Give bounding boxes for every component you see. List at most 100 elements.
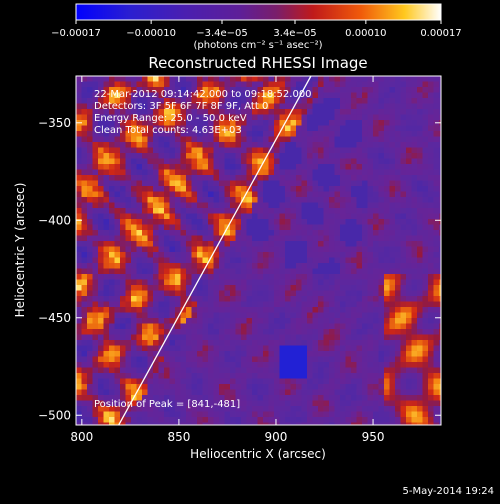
heatmap-cell xyxy=(230,373,236,379)
heatmap-cell xyxy=(274,219,280,225)
heatmap-cell xyxy=(257,92,264,99)
heatmap-cell xyxy=(400,202,407,209)
heatmap-cell xyxy=(345,191,352,198)
heatmap-cell xyxy=(268,395,275,401)
heatmap-cell xyxy=(202,307,209,313)
heatmap-cell xyxy=(268,125,275,132)
heatmap-cell xyxy=(175,373,181,379)
heatmap-cell xyxy=(428,252,434,258)
heatmap-cell xyxy=(186,285,192,291)
heatmap-cell xyxy=(131,164,137,170)
heatmap-cell xyxy=(411,131,418,137)
heatmap-cell xyxy=(142,257,148,264)
heatmap-cell xyxy=(263,142,269,148)
heatmap-cell xyxy=(191,406,198,412)
heatmap-cell xyxy=(158,274,165,280)
heatmap-cell xyxy=(257,136,264,143)
heatmap-cell xyxy=(109,301,115,308)
heatmap-cell xyxy=(428,263,434,269)
heatmap-cell xyxy=(131,142,137,148)
heatmap-cell xyxy=(307,274,313,280)
heatmap-cell xyxy=(340,290,346,297)
heatmap-cell xyxy=(329,417,335,423)
heatmap-cell xyxy=(307,362,313,368)
heatmap-cell xyxy=(301,290,308,297)
heatmap-cell xyxy=(362,235,368,242)
heatmap-cell xyxy=(208,367,214,374)
heatmap-cell xyxy=(197,356,203,363)
heatmap-cell xyxy=(389,180,396,187)
heatmap-cell xyxy=(164,230,170,236)
heatmap-cell xyxy=(219,114,225,121)
heatmap-cell xyxy=(147,103,154,110)
heatmap-cell xyxy=(76,356,82,363)
heatmap-cell xyxy=(186,312,192,319)
heatmap-cell xyxy=(400,153,407,159)
heatmap-cell xyxy=(268,378,275,385)
heatmap-cell xyxy=(285,340,291,346)
heatmap-cell xyxy=(125,246,132,253)
heatmap-cell xyxy=(384,252,390,258)
heatmap-cell xyxy=(213,329,220,335)
heatmap-cell xyxy=(334,98,341,104)
heatmap-cell xyxy=(131,131,137,137)
heatmap-cell xyxy=(268,296,275,302)
heatmap-cell xyxy=(158,384,165,390)
heatmap-cell xyxy=(224,202,231,209)
heatmap-cell xyxy=(219,296,225,302)
heatmap-cell xyxy=(318,411,324,418)
heatmap-cell xyxy=(400,340,407,346)
heatmap-cell xyxy=(98,263,104,269)
heatmap-cell xyxy=(186,219,192,225)
heatmap-cell xyxy=(191,301,198,308)
heatmap-cell xyxy=(131,301,137,308)
heatmap-cell xyxy=(202,268,209,275)
heatmap-cell xyxy=(175,202,181,209)
heatmap-cell xyxy=(384,219,390,225)
heatmap-cell xyxy=(268,180,275,187)
heatmap-cell xyxy=(373,384,379,390)
heatmap-cell xyxy=(235,279,242,286)
heatmap-cell xyxy=(252,76,258,82)
heatmap-cell xyxy=(362,125,368,132)
heatmap-cell xyxy=(120,142,126,148)
heatmap-cell xyxy=(367,213,374,220)
heatmap-cell xyxy=(235,351,242,357)
heatmap-cell xyxy=(340,191,346,198)
heatmap-cell xyxy=(417,125,423,132)
heatmap-cell xyxy=(109,323,115,330)
heatmap-cell xyxy=(263,230,269,236)
heatmap-cell xyxy=(279,114,286,121)
heatmap-cell xyxy=(389,224,396,231)
heatmap-cell xyxy=(197,109,203,115)
heatmap-cell xyxy=(312,92,319,99)
heatmap-cell xyxy=(230,246,236,253)
heatmap-cell xyxy=(384,389,390,396)
heatmap-cell xyxy=(307,252,313,258)
heatmap-cell xyxy=(340,411,346,418)
heatmap-cell xyxy=(340,279,346,286)
heatmap-cell xyxy=(285,362,291,368)
heatmap-cell xyxy=(213,120,220,126)
heatmap-cell xyxy=(422,395,429,401)
heatmap-cell xyxy=(351,109,357,115)
heatmap-cell xyxy=(351,186,357,192)
heatmap-cell xyxy=(400,257,407,264)
heatmap-cell xyxy=(411,290,418,297)
heatmap-cell xyxy=(417,323,423,330)
heatmap-cell xyxy=(312,285,319,291)
heatmap-cell xyxy=(208,235,214,242)
heatmap-cell xyxy=(351,301,357,308)
heatmap-cell xyxy=(389,367,396,374)
heatmap-cell xyxy=(389,263,396,269)
heatmap-cell xyxy=(307,186,313,192)
heatmap-cell xyxy=(81,213,88,220)
heatmap-cell xyxy=(307,81,313,88)
heatmap-cell xyxy=(417,230,423,236)
heatmap-cell xyxy=(439,323,441,330)
heatmap-cell xyxy=(279,180,286,187)
heatmap-cell xyxy=(120,378,126,385)
heatmap-cell xyxy=(257,345,264,352)
heatmap-cell xyxy=(142,125,148,132)
heatmap-cell xyxy=(257,153,264,159)
